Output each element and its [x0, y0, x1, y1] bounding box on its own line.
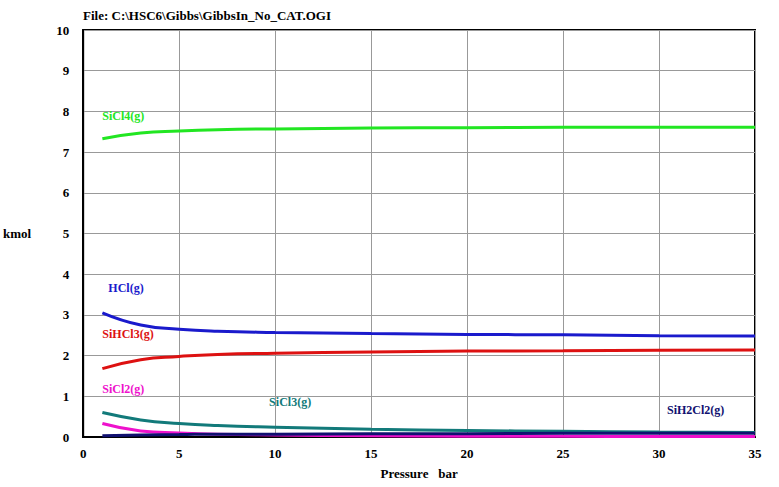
svg-text:7: 7 — [63, 145, 70, 160]
svg-text:HCl(g): HCl(g) — [108, 281, 143, 295]
svg-text:15: 15 — [365, 446, 379, 461]
svg-text:SiHCl3(g): SiHCl3(g) — [102, 327, 153, 341]
svg-text:9: 9 — [63, 63, 70, 78]
svg-text:1: 1 — [63, 389, 70, 404]
svg-text:20: 20 — [461, 446, 474, 461]
svg-text:File: C:\HSC6\Gibbs\GibbsIn_No: File: C:\HSC6\Gibbs\GibbsIn_No_CAT.OGI — [83, 8, 331, 23]
svg-text:SiCl4(g): SiCl4(g) — [102, 109, 144, 123]
svg-text:kmol: kmol — [3, 226, 32, 241]
svg-text:SiH2Cl2(g): SiH2Cl2(g) — [667, 403, 724, 417]
svg-text:35: 35 — [749, 446, 763, 461]
svg-text:10: 10 — [56, 23, 69, 38]
svg-text:5: 5 — [176, 446, 183, 461]
svg-text:Pressure bar: Pressure bar — [381, 466, 458, 481]
svg-text:6: 6 — [63, 185, 70, 200]
svg-text:3: 3 — [63, 307, 70, 322]
svg-text:0: 0 — [80, 446, 87, 461]
svg-text:4: 4 — [63, 267, 70, 282]
svg-text:SiCl2(g): SiCl2(g) — [102, 382, 144, 396]
svg-text:0: 0 — [63, 430, 70, 445]
svg-text:10: 10 — [269, 446, 282, 461]
svg-text:8: 8 — [63, 104, 70, 119]
svg-text:2: 2 — [63, 348, 70, 363]
svg-text:SiCl3(g): SiCl3(g) — [269, 395, 311, 409]
svg-text:30: 30 — [653, 446, 666, 461]
svg-text:5: 5 — [63, 226, 70, 241]
svg-text:25: 25 — [557, 446, 571, 461]
